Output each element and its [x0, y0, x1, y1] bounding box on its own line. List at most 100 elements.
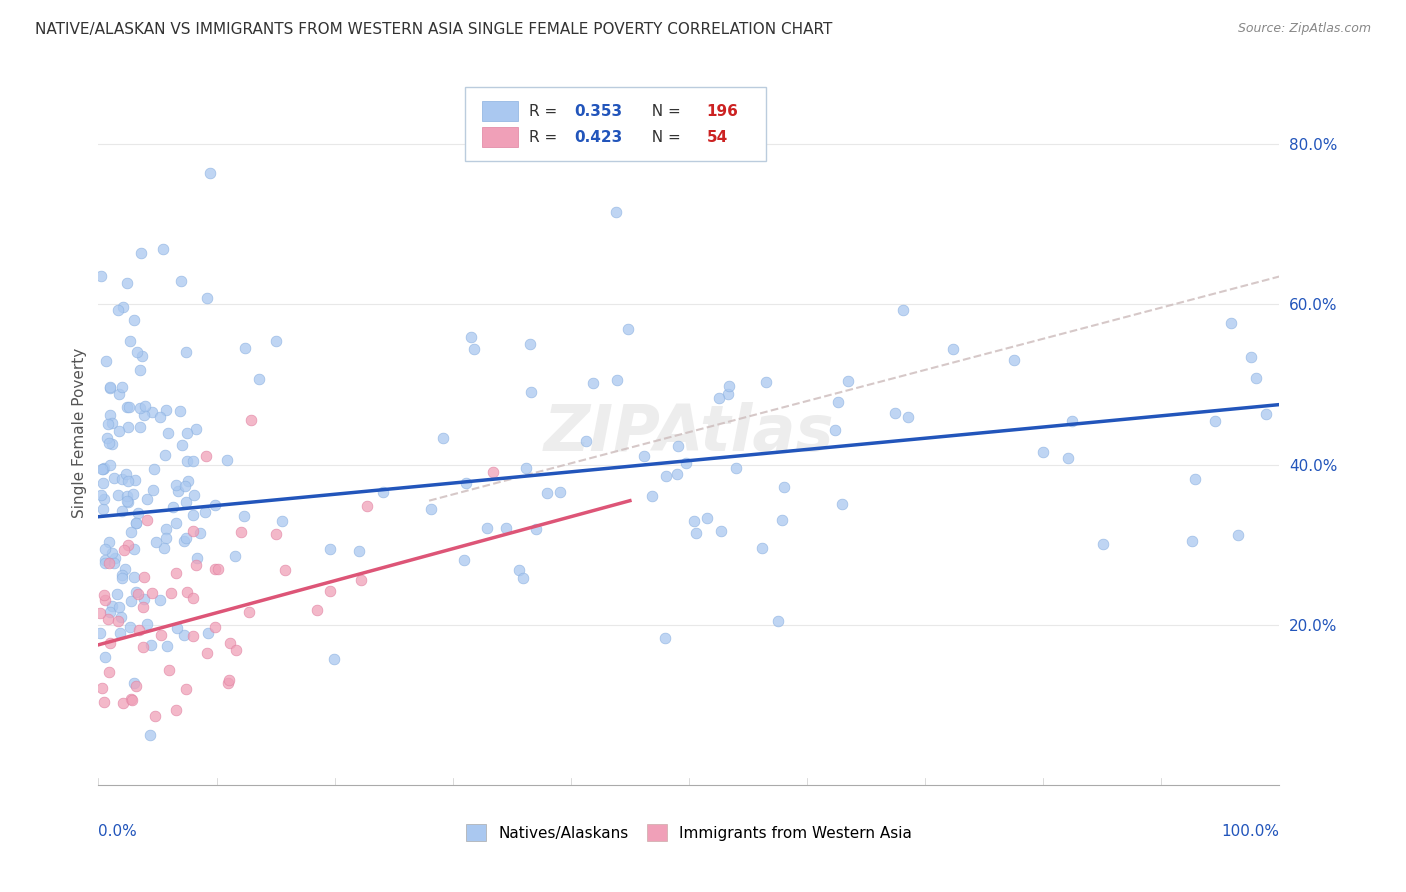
- Text: R =: R =: [530, 130, 562, 145]
- Point: [238, 605, 260, 619]
- Point: [696, 511, 718, 525]
- Point: [200, 166, 222, 180]
- Point: [233, 341, 256, 355]
- Point: [770, 513, 793, 527]
- Point: [157, 663, 180, 677]
- Point: [93, 694, 115, 708]
- Point: [162, 500, 184, 514]
- Point: [217, 676, 239, 690]
- Point: [1091, 537, 1114, 551]
- Point: [655, 468, 678, 483]
- Point: [141, 585, 163, 599]
- Point: [107, 488, 129, 502]
- Point: [94, 650, 117, 665]
- Point: [1227, 527, 1250, 541]
- Point: [616, 322, 638, 336]
- Point: [129, 420, 152, 434]
- Text: R =: R =: [530, 103, 562, 119]
- Point: [174, 531, 197, 545]
- Point: [134, 570, 156, 584]
- Point: [125, 516, 148, 530]
- Point: [114, 562, 136, 576]
- Point: [120, 334, 142, 349]
- Point: [654, 631, 676, 645]
- Point: [98, 636, 121, 650]
- Point: [111, 300, 134, 314]
- Point: [111, 379, 134, 393]
- Point: [128, 623, 150, 637]
- Bar: [482, 128, 517, 147]
- Point: [1056, 450, 1078, 465]
- Point: [108, 625, 131, 640]
- Text: Source: ZipAtlas.com: Source: ZipAtlas.com: [1237, 22, 1371, 36]
- Point: [432, 431, 454, 445]
- Point: [305, 602, 328, 616]
- Point: [122, 312, 145, 326]
- Point: [318, 542, 340, 557]
- Point: [155, 522, 177, 536]
- Text: 0.423: 0.423: [575, 130, 623, 145]
- Point: [183, 454, 205, 468]
- Point: [173, 534, 195, 549]
- Point: [124, 473, 146, 487]
- Point: [356, 500, 378, 514]
- Point: [98, 605, 121, 619]
- Point: [725, 461, 748, 475]
- Point: [181, 629, 204, 643]
- Point: [247, 372, 270, 386]
- Point: [218, 673, 240, 687]
- Point: [145, 534, 167, 549]
- Point: [195, 646, 218, 660]
- Point: [149, 593, 172, 607]
- Point: [831, 497, 853, 511]
- Point: [453, 553, 475, 567]
- Point: [111, 472, 134, 486]
- Point: [90, 488, 112, 502]
- Point: [124, 516, 146, 530]
- Point: [138, 728, 160, 742]
- Point: [94, 552, 117, 566]
- Point: [118, 401, 141, 415]
- Point: [665, 467, 688, 482]
- Point: [104, 551, 127, 566]
- Point: [117, 276, 139, 290]
- Point: [150, 628, 173, 642]
- Point: [207, 562, 229, 576]
- Point: [176, 681, 198, 696]
- Point: [134, 399, 156, 413]
- Point: [173, 628, 195, 642]
- Point: [710, 524, 733, 539]
- Point: [482, 465, 505, 479]
- Point: [93, 475, 115, 490]
- Point: [188, 526, 211, 541]
- Bar: [482, 102, 517, 121]
- Point: [141, 404, 163, 418]
- Point: [98, 408, 121, 422]
- Point: [891, 302, 914, 317]
- Point: [232, 509, 254, 524]
- Point: [837, 374, 859, 388]
- Point: [350, 574, 373, 588]
- Point: [125, 679, 148, 693]
- Point: [103, 557, 125, 571]
- Point: [117, 419, 139, 434]
- Point: [717, 378, 740, 392]
- Point: [519, 337, 541, 351]
- Point: [204, 620, 226, 634]
- Point: [224, 549, 246, 563]
- Point: [264, 334, 287, 348]
- Point: [536, 486, 558, 500]
- Point: [152, 242, 174, 256]
- Point: [641, 489, 664, 503]
- Point: [755, 376, 778, 390]
- Point: [115, 489, 138, 503]
- Point: [520, 385, 543, 400]
- Point: [1184, 471, 1206, 485]
- FancyBboxPatch shape: [464, 87, 766, 161]
- Point: [93, 588, 115, 602]
- Point: [139, 638, 162, 652]
- Point: [883, 406, 905, 420]
- Point: [166, 621, 188, 635]
- Point: [1062, 414, 1084, 428]
- Text: N =: N =: [641, 103, 685, 119]
